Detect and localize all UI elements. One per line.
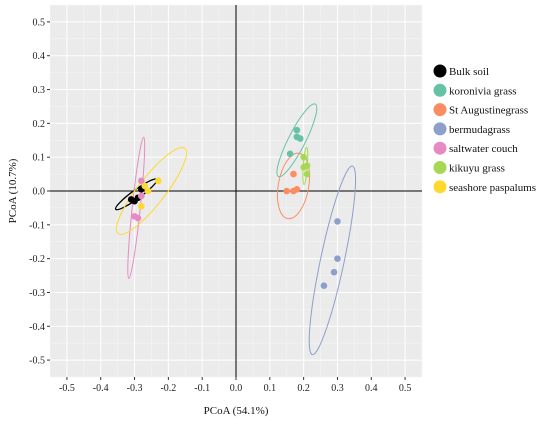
data-point <box>134 214 142 222</box>
x-axis-ticks: -0.5 -0.4 -0.3 -0.2 -0.1 0.0 0.1 0.2 0.3 0.4 0.5 <box>59 377 411 394</box>
legend-key <box>433 141 447 155</box>
x-tick-label: -0.3 <box>127 383 143 394</box>
data-point <box>144 187 152 195</box>
data-point <box>154 177 162 185</box>
legend-label: bermudagrass <box>449 124 510 136</box>
data-point <box>286 150 294 158</box>
x-tick-label: -0.4 <box>93 383 109 394</box>
x-axis-title: PCoA (54.1%) <box>204 405 269 417</box>
y-tick-label: -0.2 <box>29 254 45 265</box>
y-axis-title: PCoA (10.7%) <box>7 158 19 223</box>
x-tick-label: -0.1 <box>194 383 210 394</box>
y-tick-label: -0.1 <box>29 220 45 231</box>
confidence-ellipse <box>308 165 357 356</box>
x-tick-label: 0.0 <box>230 383 243 394</box>
y-tick-label: -0.4 <box>29 322 45 333</box>
legend-key <box>433 122 447 136</box>
y-tick-label: 0.4 <box>33 51 46 62</box>
data-point <box>320 282 328 289</box>
y-tick-label: 0.5 <box>33 17 46 28</box>
y-axis-ticks: -0.5 -0.4 -0.3 -0.2 -0.1 0.0 0.1 0.2 0.3 0.4 0.5 <box>29 17 50 367</box>
y-tick-label: 0.1 <box>33 153 46 164</box>
x-tick-label: -0.5 <box>59 383 75 394</box>
confidence-ellipse <box>276 103 318 178</box>
point-layer <box>127 126 341 289</box>
data-point <box>283 187 291 195</box>
x-tick-label: 0.3 <box>331 383 344 394</box>
x-tick-label: 0.4 <box>365 383 378 394</box>
legend-label: Bulk soil <box>449 66 489 78</box>
data-point <box>290 170 297 178</box>
data-point <box>334 255 341 262</box>
data-point <box>334 218 341 225</box>
legend-key <box>433 64 447 78</box>
data-point <box>300 164 307 171</box>
data-point <box>303 170 311 178</box>
y-tick-label: 0.2 <box>33 119 46 130</box>
x-tick-label: 0.2 <box>297 383 310 394</box>
x-tick-label: -0.2 <box>160 383 176 394</box>
zero-lines <box>50 5 422 377</box>
legend-key <box>433 103 447 117</box>
legend-key <box>433 161 447 174</box>
data-point <box>138 192 145 200</box>
data-point <box>296 135 304 142</box>
data-point <box>293 126 301 134</box>
legend-key <box>433 180 447 194</box>
legend-label: koronivia grass <box>449 85 517 97</box>
y-tick-label: -0.3 <box>29 288 45 299</box>
data-point <box>141 182 148 190</box>
legend-label: St Augustinegrass <box>449 105 528 117</box>
legend-key <box>433 83 447 97</box>
data-point <box>300 153 307 161</box>
data-point <box>138 202 145 210</box>
data-point <box>293 186 301 193</box>
legend-label: saltwater couch <box>449 143 518 155</box>
legend-label: kikuyu grass <box>449 163 505 175</box>
legend-label: seashore paspalums <box>449 182 536 194</box>
y-tick-label: 0.3 <box>33 85 46 96</box>
data-point <box>138 177 145 185</box>
y-tick-label: 0.0 <box>33 187 46 198</box>
confidence-ellipse <box>276 152 311 220</box>
x-tick-label: 0.1 <box>264 383 277 394</box>
legend: Bulk soil koronivia grass St Augustinegras… <box>433 64 536 194</box>
data-point <box>330 268 338 276</box>
x-tick-label: 0.5 <box>399 383 412 394</box>
y-tick-label: -0.5 <box>29 356 45 367</box>
